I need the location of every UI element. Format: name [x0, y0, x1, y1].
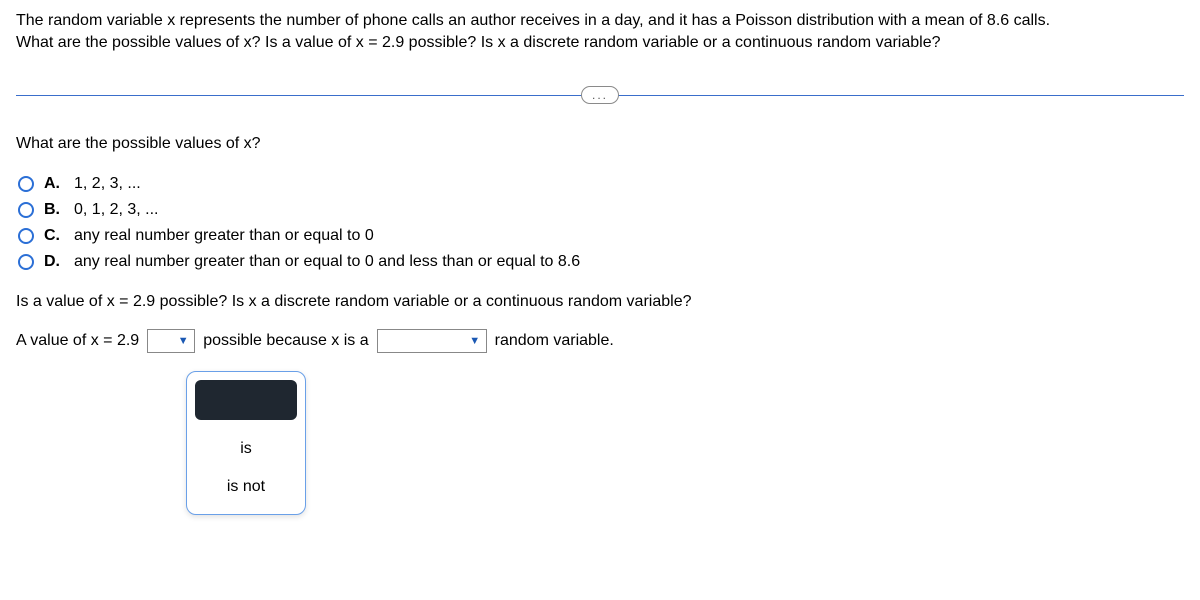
popup-option-is[interactable]: is — [195, 430, 297, 468]
option-letter: C. — [44, 227, 64, 245]
chevron-down-icon: ▼ — [468, 335, 482, 347]
option-text: 1, 2, 3, ... — [74, 175, 141, 193]
sentence-part-2: possible because x is a — [203, 332, 368, 350]
dropdown-variable-type[interactable]: ▼ — [377, 329, 487, 353]
question-line-1: The random variable x represents the num… — [16, 10, 1184, 32]
section2-prompt: Is a value of x = 2.9 possible? Is x a d… — [16, 293, 1184, 311]
question-line-2: What are the possible values of x? Is a … — [16, 32, 1184, 54]
sentence-part-1: A value of x = 2.9 — [16, 332, 139, 350]
popup-option-is-not[interactable]: is not — [195, 468, 297, 506]
popup-selected-blank[interactable] — [195, 380, 297, 420]
option-letter: A. — [44, 175, 64, 193]
section1-prompt: What are the possible values of x? — [16, 135, 1184, 153]
chevron-down-icon: ▼ — [176, 335, 190, 347]
sentence-part-3: random variable. — [495, 332, 614, 350]
radio-icon[interactable] — [18, 228, 34, 244]
option-b[interactable]: B. 0, 1, 2, 3, ... — [18, 201, 1184, 219]
radio-icon[interactable] — [18, 176, 34, 192]
question-text: The random variable x represents the num… — [16, 10, 1184, 55]
divider-ellipsis-icon[interactable]: ... — [581, 86, 619, 104]
radio-icon[interactable] — [18, 254, 34, 270]
option-letter: D. — [44, 253, 64, 271]
section-divider: ... — [16, 83, 1184, 107]
fill-in-sentence: A value of x = 2.9 ▼ possible because x … — [16, 329, 1184, 353]
option-d[interactable]: D. any real number greater than or equal… — [18, 253, 1184, 271]
option-text: any real number greater than or equal to… — [74, 227, 374, 245]
dropdown-popup: is is not — [186, 371, 306, 515]
option-text: 0, 1, 2, 3, ... — [74, 201, 159, 219]
radio-icon[interactable] — [18, 202, 34, 218]
option-a[interactable]: A. 1, 2, 3, ... — [18, 175, 1184, 193]
option-letter: B. — [44, 201, 64, 219]
dropdown-is-isnot[interactable]: ▼ — [147, 329, 195, 353]
option-text: any real number greater than or equal to… — [74, 253, 580, 271]
options-group: A. 1, 2, 3, ... B. 0, 1, 2, 3, ... C. an… — [18, 175, 1184, 271]
option-c[interactable]: C. any real number greater than or equal… — [18, 227, 1184, 245]
